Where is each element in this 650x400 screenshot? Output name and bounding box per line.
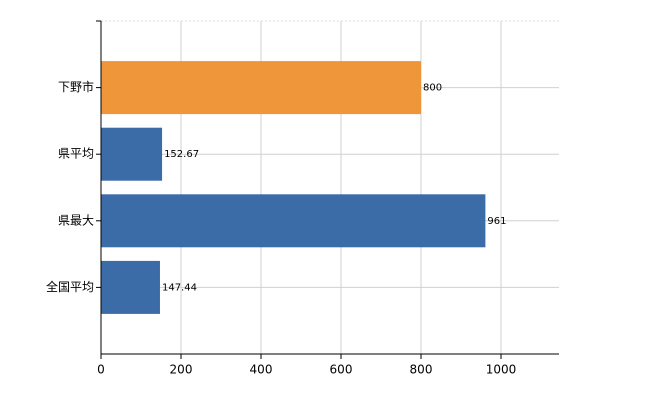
bar: [101, 194, 486, 248]
value-label: 800: [423, 83, 442, 94]
value-label: 961: [487, 216, 506, 227]
x-tick-label: 200: [170, 363, 193, 377]
x-tick-label: 400: [250, 363, 273, 377]
value-label: 152.67: [164, 149, 199, 160]
y-tick-label: 県最大: [58, 213, 94, 227]
x-tick-label: 800: [410, 363, 433, 377]
bar: [101, 61, 421, 115]
y-tick-label: 下野市: [58, 79, 94, 94]
x-tick-label: 0: [97, 363, 105, 377]
y-tick-label: 全国平均: [46, 279, 94, 294]
y-tick-label: 県平均: [58, 147, 94, 161]
bar: [101, 127, 163, 181]
x-tick-label: 1000: [486, 363, 517, 377]
bar: [101, 260, 160, 314]
value-label: 147.44: [162, 282, 197, 293]
x-tick-label: 600: [330, 363, 353, 377]
